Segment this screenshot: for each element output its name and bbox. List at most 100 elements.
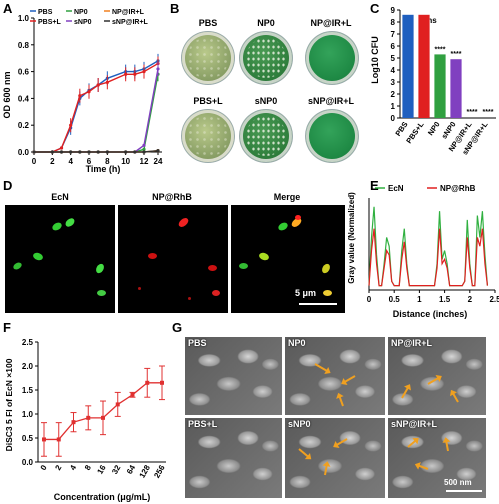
chart-f-ylabel: DiSC3 5 FI of EcN ×100 xyxy=(4,358,14,451)
panel-label-f: F xyxy=(3,320,11,335)
sem-image-pbs-l: PBS+L xyxy=(185,418,282,498)
chart-a-point xyxy=(69,123,73,127)
chart-a-xtick-label: 24 xyxy=(154,157,163,166)
chart-c-significance: **** xyxy=(483,109,494,116)
chart-f-xtick-label: 4 xyxy=(68,463,78,472)
chart-f-ytick-label: 2.0 xyxy=(22,362,34,371)
chart-a-legend-label: NP@IR+L xyxy=(112,9,145,16)
chart-c-ylabel: Log10 CFU xyxy=(370,36,380,84)
sem-label-pbs: PBS xyxy=(188,338,207,348)
chart-a-point xyxy=(133,72,137,76)
chart-e-xtick-label: 2.5 xyxy=(489,295,499,304)
chart-a-point xyxy=(59,150,64,154)
plate-label-pbs-l: PBS+L xyxy=(193,96,223,106)
sem-label-np0: NP0 xyxy=(288,338,306,348)
chart-f-ytick-label: 1.0 xyxy=(22,410,34,419)
sem-image-snp0: sNP0 xyxy=(285,418,385,498)
micro-title-np-rhb: NP@RhB xyxy=(152,192,192,202)
plate-pbs-l xyxy=(182,110,234,162)
chart-c-significance: **** xyxy=(467,109,478,116)
chart-c-ns: ns xyxy=(427,16,437,25)
chart-a-xlabel: Time (h) xyxy=(86,164,121,174)
plate-label-np0: NP0 xyxy=(257,18,275,28)
chart-f-point xyxy=(101,415,105,420)
chart-f-xtick-label: 0 xyxy=(39,463,49,472)
sem-image-np-ir-l: NP@IR+L xyxy=(388,337,486,415)
chart-a-point xyxy=(96,150,100,154)
chart-a-legend-label: sNP0 xyxy=(74,19,92,26)
chart-f-xtick-label: 16 xyxy=(95,463,108,476)
chart-c-ytick-label: 8 xyxy=(391,18,396,27)
chart-a-xtick-label: 12 xyxy=(140,157,149,166)
panel-label-b: B xyxy=(170,1,180,16)
chart-a-series-line xyxy=(34,60,159,153)
chart-a-point xyxy=(59,146,64,150)
sem-image-snp-ir-l: sNP@IR+L 500 nm xyxy=(388,418,486,498)
chart-a-point xyxy=(50,150,54,154)
chart-a-point xyxy=(87,150,91,154)
plate-grid: PBS NP0 NP@IR+L PBS+L sNP0 sNP@IR+L xyxy=(170,0,370,170)
micro-titles: EcN NP@RhB Merge xyxy=(5,192,345,204)
chart-f-xtick-label: 32 xyxy=(110,463,123,476)
chart-a-point xyxy=(133,150,137,154)
chart-f-xtick-label: 64 xyxy=(125,463,138,476)
panel-label-g: G xyxy=(172,320,183,335)
chart-e-xtick-label: 0.5 xyxy=(389,295,401,304)
chart-c-ytick-label: 1 xyxy=(391,102,396,111)
chart-f-xtick-label: 128 xyxy=(138,463,153,480)
plate-snp0 xyxy=(240,110,292,162)
chart-f-ytick-label: 1.5 xyxy=(22,386,34,395)
chart-a-ytick-label: 0.8 xyxy=(18,41,30,50)
chart-f-point xyxy=(115,402,120,407)
chart-a-point xyxy=(156,67,160,71)
chart-a-point xyxy=(156,149,160,153)
chart-a-point xyxy=(78,150,82,154)
chart-c-ytick-label: 9 xyxy=(391,6,396,15)
scale-bar xyxy=(299,303,337,305)
chart-c-ytick-label: 4 xyxy=(391,66,396,75)
chart-c-significance: **** xyxy=(435,46,446,53)
chart-f-xlabel: Concentration (μg/mL) xyxy=(54,492,151,502)
chart-f-point xyxy=(42,437,46,442)
chart-a-point xyxy=(96,83,100,87)
chart-a-ylabel: OD 600 nm xyxy=(2,71,12,118)
chart-f-point xyxy=(160,380,164,385)
chart-a-point xyxy=(142,150,146,154)
sem-label-np-ir-l: NP@IR+L xyxy=(391,338,433,348)
panel-label-c: C xyxy=(370,1,380,16)
chart-f-ytick-label: 0.5 xyxy=(22,434,34,443)
panel-label-a: A xyxy=(3,1,13,16)
growth-curve-chart: OD 600 nm Time (h) 0.00.20.40.60.81.00 2 4… xyxy=(2,9,163,174)
chart-c-bar xyxy=(418,14,430,118)
plate-label-np-ir-l: NP@IR+L xyxy=(310,18,352,28)
micro-title-merge: Merge xyxy=(273,192,301,202)
chart-a-xtick-label: 4 xyxy=(68,157,73,166)
chart-a-xtick-label: 2 xyxy=(50,157,55,166)
chart-a-xtick-label: 8 xyxy=(105,157,110,166)
chart-c-ytick-label: 3 xyxy=(391,78,396,87)
chart-e-legend-label: NP@RhB xyxy=(440,184,476,193)
plate-label-snp0: sNP0 xyxy=(254,96,278,106)
sem-label-pbs-l: PBS+L xyxy=(188,419,218,429)
chart-a-ytick-label: 1.0 xyxy=(18,14,30,23)
chart-a-point xyxy=(105,80,109,84)
sem-scale-bar xyxy=(446,490,482,492)
chart-e-xtick-label: 1 xyxy=(417,295,422,304)
sem-image-np0: NP0 xyxy=(285,337,385,415)
panel-label-d: D xyxy=(3,178,13,193)
sem-scale-bar-label: 500 nm xyxy=(444,478,472,487)
chart-a-point xyxy=(124,150,128,154)
chart-a-legend-label: PBS xyxy=(38,9,53,16)
chart-f-point xyxy=(130,392,135,397)
chart-e-xlabel: Distance (inches) xyxy=(393,309,468,319)
chart-a-legend-label: sNP@IR+L xyxy=(112,19,149,26)
plate-label-pbs: PBS xyxy=(198,18,218,28)
chart-a-xtick-label: 6 xyxy=(87,157,92,166)
micro-image-np-rhb xyxy=(118,205,228,313)
plate-pbs xyxy=(182,32,234,84)
chart-f-xtick-label: 256 xyxy=(152,463,167,480)
chart-a-ytick-label: 0.0 xyxy=(18,148,30,157)
chart-a-xtick-label: 10 xyxy=(121,157,130,166)
chart-a-point xyxy=(142,147,146,151)
chart-a-point xyxy=(69,150,73,154)
